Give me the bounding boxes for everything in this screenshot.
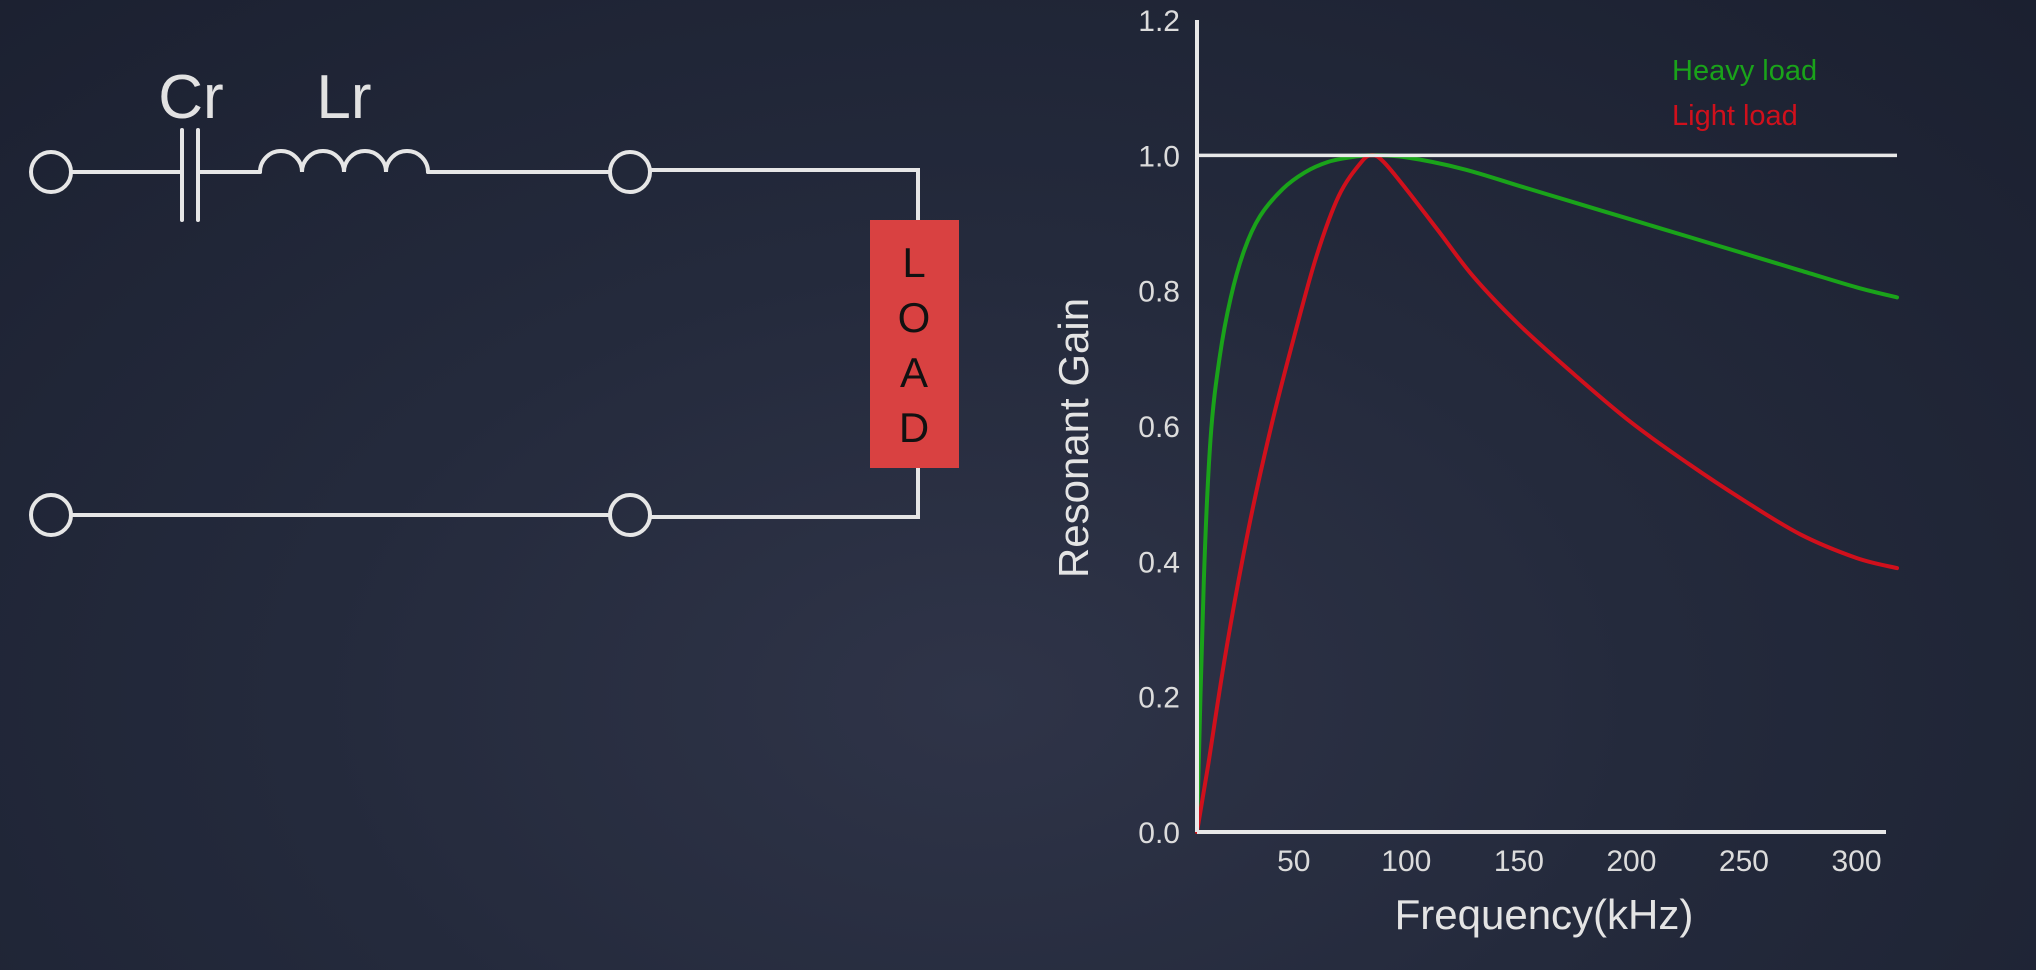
y-tick-label: 0.0 [1138,817,1180,850]
load-letter-o: O [898,294,931,341]
wire-from-load-bottom [648,466,920,519]
legend-light-load: Light load [1672,100,1798,132]
heavy-load-curve [1195,153,1899,834]
input-terminal-bottom [29,493,73,537]
y-tick-labels: 0.0 0.2 0.4 0.6 0.8 1.0 1.2 [1138,5,1180,850]
load-letter-l: L [902,239,925,286]
inductor-coil [258,149,430,174]
legend-heavy-load: Heavy load [1672,55,1817,87]
y-tick-label: 0.8 [1138,276,1180,309]
x-tick-label: 100 [1381,845,1431,878]
series-resonant-circuit [29,128,920,537]
x-tick-label: 150 [1494,845,1544,878]
load-block [870,220,959,468]
light-load-curve [1195,153,1899,834]
y-tick-label: 0.2 [1138,682,1180,715]
y-tick-label: 1.2 [1138,5,1180,38]
inductor-label: Lr [316,63,371,132]
y-tick-label: 0.4 [1138,546,1180,579]
load-letter-d: D [899,404,929,451]
x-tick-labels: 50 100 150 200 250 300 [1277,845,1881,878]
y-tick-label: 0.6 [1138,411,1180,444]
output-terminal-bottom [608,493,652,537]
output-terminal-top [608,150,652,194]
y-tick-label: 1.0 [1138,140,1180,173]
chart-curves [1195,153,1899,834]
capacitor-label: Cr [158,63,223,132]
resonant-gain-chart: 0.00.20.40.60.81.01.2 50 100 150 200 250 300 … [1050,5,1899,938]
x-tick-label: 200 [1606,845,1656,878]
x-axis-label: Frequency(kHz) [1395,891,1694,938]
y-axis-label: Resonant Gain [1050,298,1097,578]
load-letter-a: A [900,349,928,396]
x-tick-label: 250 [1719,845,1769,878]
x-tick-label: 50 [1277,845,1310,878]
input-terminal-top [29,150,73,194]
load-label: L O A D [898,239,931,451]
x-tick-label: 300 [1831,845,1881,878]
wire-to-load-top [648,168,920,224]
